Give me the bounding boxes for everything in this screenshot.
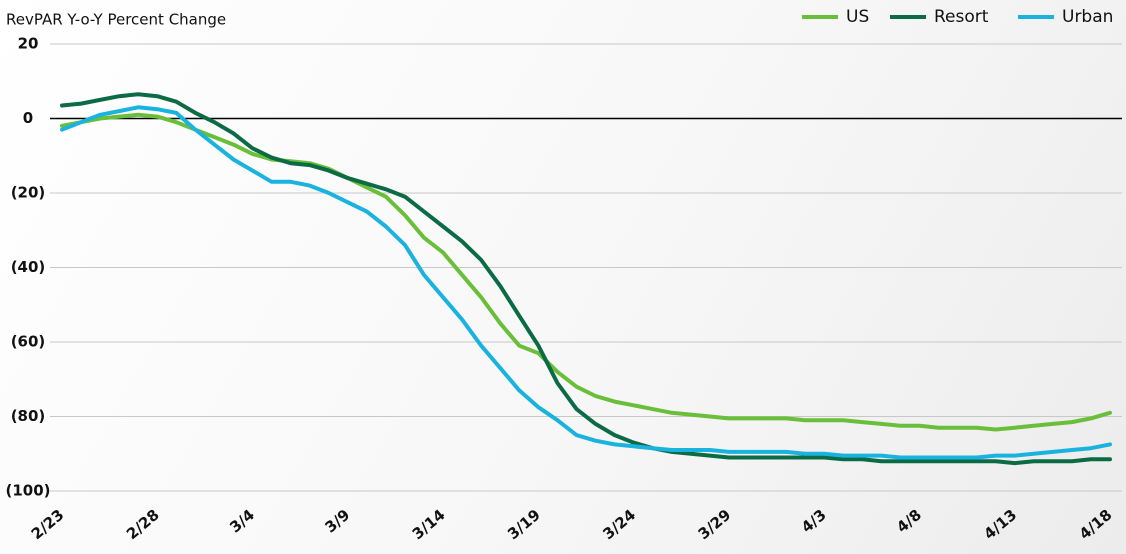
x-tick-label: 3/4 [226, 506, 258, 537]
y-tick-label: 0 [23, 109, 33, 127]
x-tick-label: 4/8 [893, 506, 925, 537]
x-tick-label: 3/14 [409, 506, 449, 543]
y-tick-label: (40) [11, 258, 46, 276]
x-tick-label: 3/24 [599, 506, 639, 543]
x-tick-label: 4/3 [798, 506, 830, 537]
y-tick-label: (20) [11, 184, 46, 202]
x-tick-label: 2/23 [28, 506, 68, 543]
line-series [60, 92, 1112, 466]
y-tick-label: (100) [5, 482, 50, 500]
x-tick-label: 3/9 [322, 506, 354, 537]
y-tick-label: (60) [11, 333, 46, 351]
line-series [60, 112, 1112, 432]
x-tick-label: 3/19 [504, 506, 544, 543]
line-series [60, 105, 1112, 460]
chart-title: RevPAR Y-o-Y Percent Change [6, 11, 226, 29]
legend-label: US [846, 7, 869, 27]
legend-label: Resort [934, 7, 989, 27]
x-tick-label: 2/28 [123, 506, 163, 543]
x-tick-label: 4/13 [980, 506, 1020, 543]
y-tick-label: (80) [11, 407, 46, 425]
x-tick-label: 3/29 [695, 506, 735, 543]
y-tick-label: 20 [18, 35, 39, 53]
x-tick-label: 4/18 [1076, 506, 1116, 543]
legend-label: Urban [1062, 7, 1113, 27]
